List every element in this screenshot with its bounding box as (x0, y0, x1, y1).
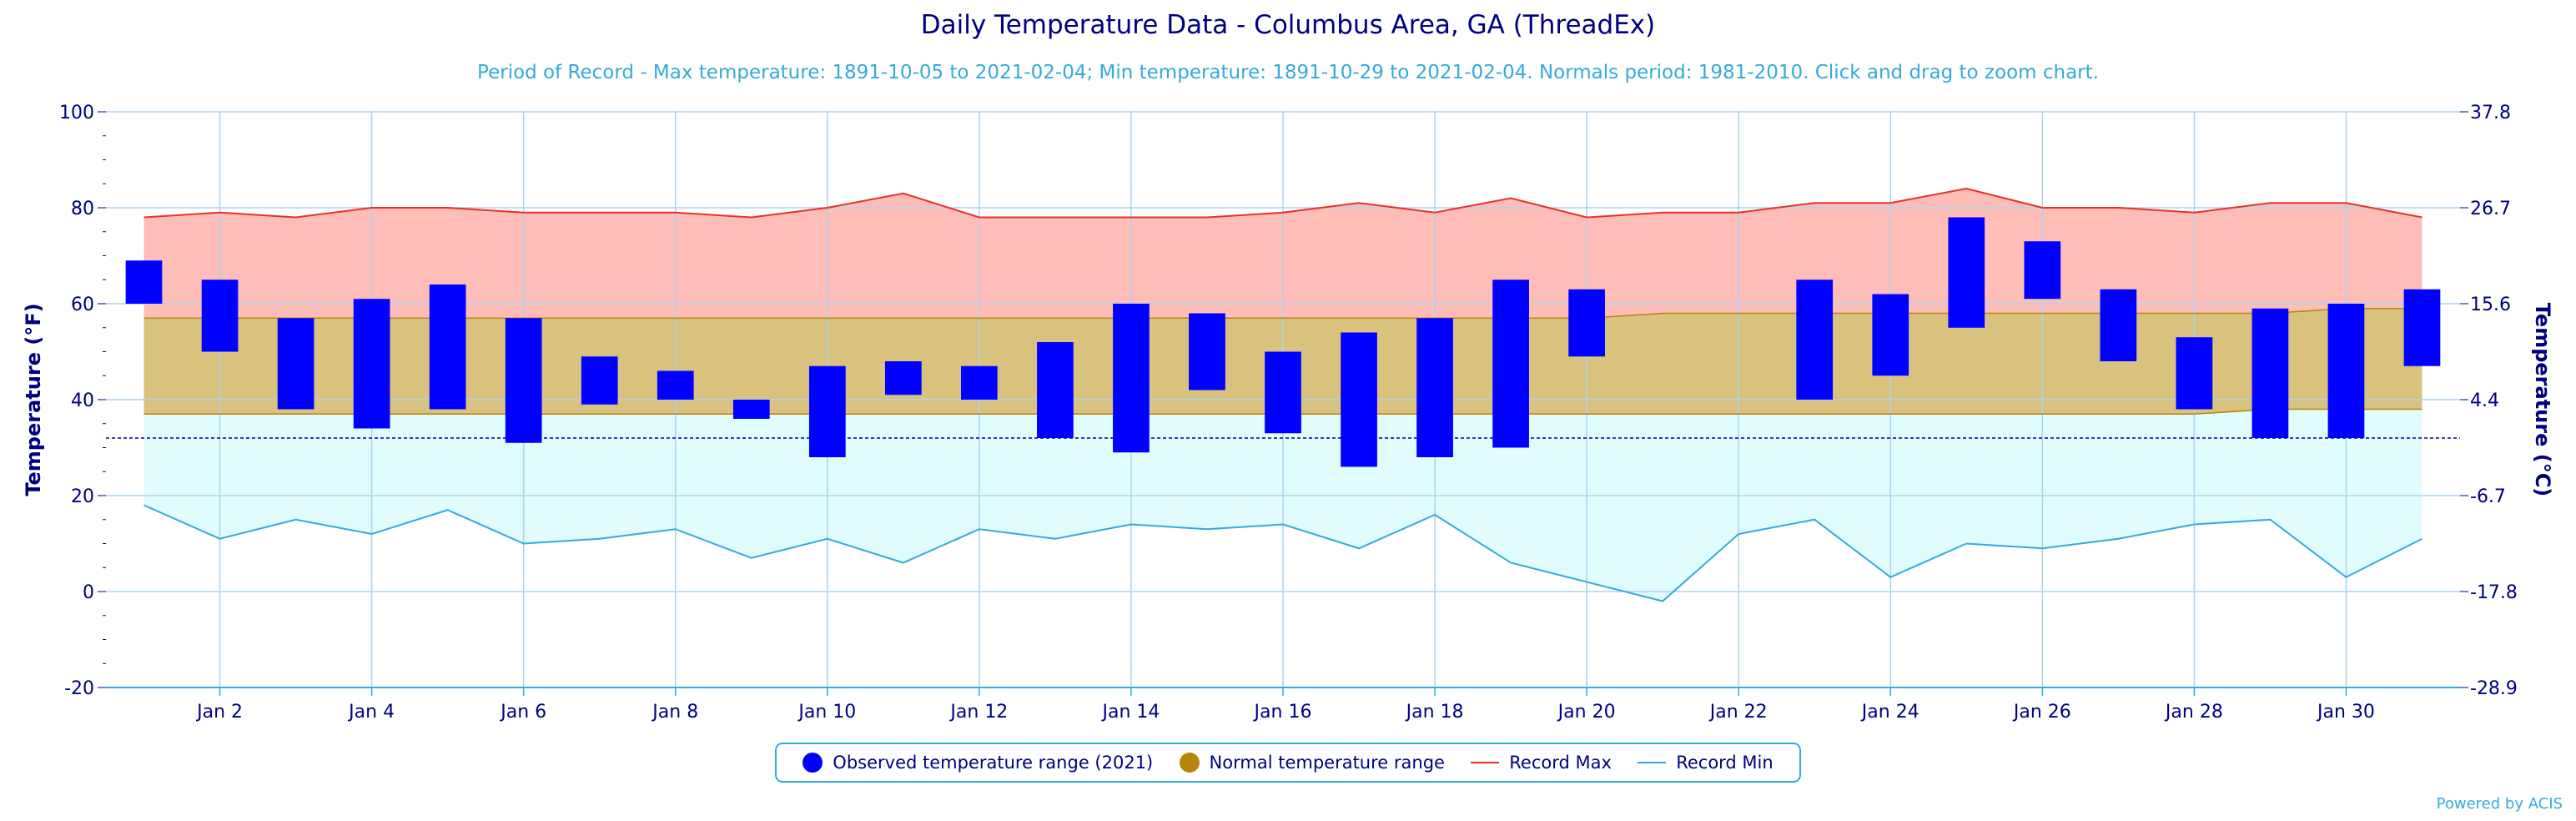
observed-range-bar (1189, 313, 1225, 390)
observed-range-bar (961, 365, 998, 400)
observed-range-bar (125, 260, 163, 304)
chart-subtitle: Period of Record - Max temperature: 1891… (477, 62, 2099, 83)
y2-tick-label: 4.4 (2470, 390, 2499, 411)
y2-tick-label: 26.7 (2470, 199, 2511, 219)
legend-observed-dot-icon (802, 753, 823, 773)
observed-range-bar (2024, 241, 2061, 300)
y2-tick-label: -17.8 (2470, 582, 2518, 603)
x-tick-label: Jan 14 (1100, 702, 1160, 723)
x-tick-label: Jan 10 (797, 702, 856, 723)
observed-range-bar (1037, 342, 1074, 438)
observed-range-bar (1568, 289, 1605, 357)
observed-range-bar (1265, 351, 1301, 434)
y-tick-label: 80 (71, 199, 94, 219)
observed-range-bar (2327, 304, 2365, 438)
x-tick-label: Jan 30 (2316, 702, 2375, 723)
y2-tick-label: -6.7 (2470, 486, 2506, 507)
y2-tick-label: -28.9 (2470, 678, 2518, 699)
y2-tick-label: 37.8 (2470, 103, 2511, 123)
observed-range-bar (277, 318, 314, 410)
legend-record-min-line-icon (1638, 762, 1667, 763)
x-tick-label: Jan 8 (651, 702, 698, 723)
observed-range-bar (2403, 289, 2441, 366)
x-tick-label: Jan 2 (195, 702, 243, 723)
legend-item-observed[interactable]: Observed temperature range (2021) (802, 753, 1153, 773)
observed-range-bar (808, 365, 846, 457)
y2-tick-label: 15.6 (2470, 295, 2511, 315)
observed-range-bar (581, 356, 618, 405)
observed-range-bar (353, 299, 390, 429)
legend-normal-label: Normal temperature range (1209, 753, 1445, 773)
x-tick-label: Jan 20 (1557, 702, 1616, 723)
y-tick-label: 40 (71, 390, 94, 411)
observed-range-bar (2100, 289, 2137, 361)
record-max-line (143, 187, 2423, 219)
observed-range-bar (505, 318, 542, 443)
x-tick-label: Jan 22 (1708, 702, 1768, 723)
y-tick-label: 0 (83, 582, 94, 603)
legend-observed-label: Observed temperature range (2021) (833, 753, 1154, 773)
legend-record-max-line-icon (1471, 762, 1500, 763)
observed-range-bar (1341, 332, 1377, 467)
legend-record-min-label: Record Min (1676, 753, 1774, 773)
observed-range-bar (884, 361, 922, 395)
legend-item-record-min[interactable]: Record Min (1638, 753, 1774, 773)
legend-item-normal[interactable]: Normal temperature range (1179, 753, 1445, 773)
powered-by-credit[interactable]: Powered by ACIS (2436, 795, 2563, 813)
x-tick-label: Jan 6 (499, 702, 546, 723)
legend-normal-dot-icon (1179, 753, 1200, 773)
chart-legend: Observed temperature range (2021) Normal… (775, 743, 1801, 783)
observed-range-bar (657, 370, 694, 400)
observed-range-bar (1416, 318, 1453, 457)
x-tick-label: Jan 4 (347, 702, 395, 723)
observed-range-bar (732, 400, 770, 419)
observed-range-bar (2176, 337, 2213, 410)
y-tick-label: 60 (71, 295, 94, 315)
observed-range-bar (1113, 304, 1150, 453)
y-tick-label: 20 (71, 486, 94, 507)
y-tick-label: 100 (59, 103, 94, 123)
chart-title: Daily Temperature Data - Columbus Area, … (920, 10, 1656, 40)
legend-record-max-label: Record Max (1509, 753, 1612, 773)
observed-range-bar (1492, 280, 1529, 448)
x-tick-label: Jan 16 (1253, 702, 1312, 723)
record-min-line (143, 504, 2423, 602)
legend-item-record-max[interactable]: Record Max (1471, 753, 1612, 773)
x-tick-label: Jan 28 (2164, 702, 2223, 723)
y-axis-title: Temperature (°F) (22, 303, 45, 496)
observed-range-bar (1872, 294, 1909, 376)
x-tick-label: Jan 18 (1405, 702, 1464, 723)
observed-range-bar (1796, 280, 1834, 400)
x-tick-label: Jan 24 (1860, 702, 1919, 723)
observed-range-bar (429, 285, 466, 410)
y-tick-label: -20 (64, 678, 94, 699)
observed-range-bar (2251, 308, 2289, 438)
x-tick-label: Jan 12 (948, 702, 1008, 723)
x-tick-label: Jan 26 (2012, 702, 2071, 723)
y2-axis-title: Temperature (°C) (2531, 303, 2554, 497)
observed-range-bar (1948, 217, 1985, 328)
observed-range-bar (201, 280, 239, 352)
